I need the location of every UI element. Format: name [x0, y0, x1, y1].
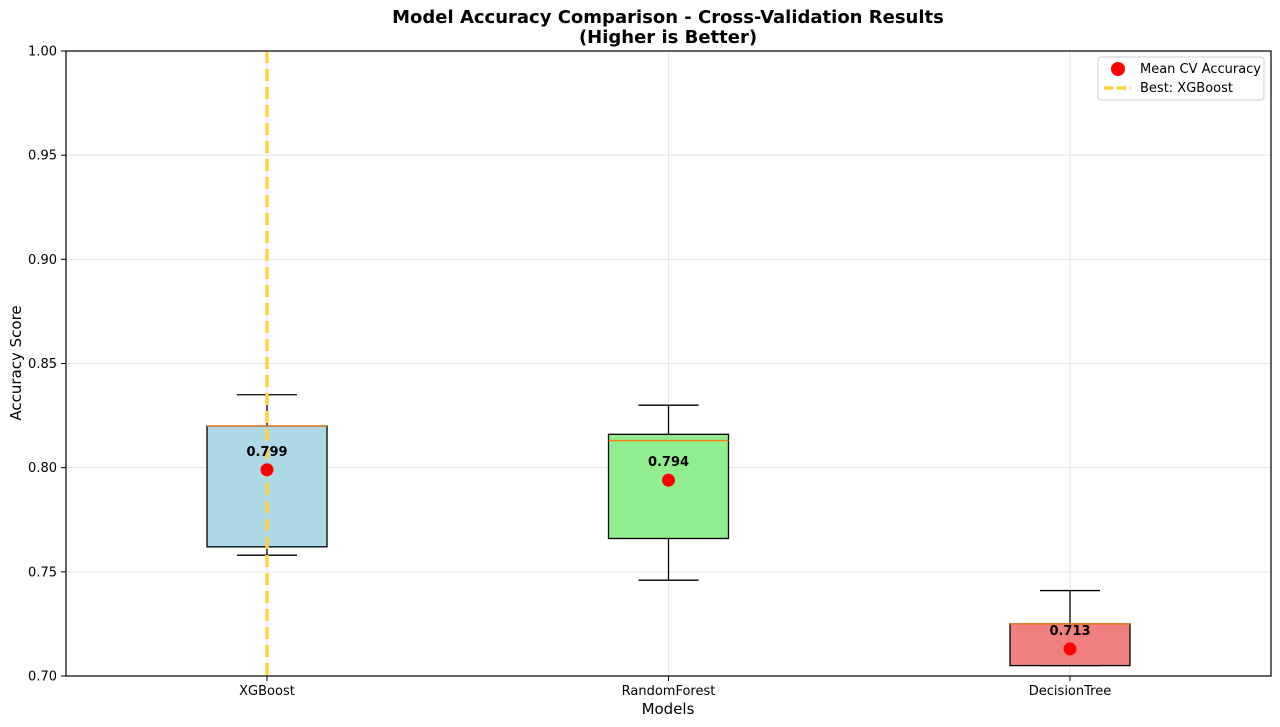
- y-axis-label: Accuracy Score: [7, 305, 25, 420]
- chart-title: Model Accuracy Comparison - Cross-Valida…: [392, 7, 944, 28]
- x-tick-labels: XGBoost RandomForest DecisionTree: [239, 676, 1111, 699]
- y-tick-label: 0.90: [28, 253, 57, 268]
- y-tick-label: 0.85: [28, 357, 57, 372]
- y-tick-label: 0.95: [28, 149, 57, 164]
- mean-marker: [662, 473, 675, 487]
- y-tick-label: 1.00: [28, 45, 57, 60]
- box-randomforest: [607, 404, 730, 581]
- box-layer: 0.799 0.794 0.713: [206, 51, 1131, 676]
- x-tick-label: DecisionTree: [1029, 684, 1111, 699]
- y-tick-label: 0.75: [28, 565, 57, 580]
- x-tick-label: XGBoost: [239, 684, 295, 699]
- plot-area-frame: [65, 50, 1272, 677]
- mean-marker: [1063, 642, 1077, 656]
- mean-value-label: 0.713: [1049, 624, 1090, 639]
- grid-lines: [66, 50, 1271, 677]
- mean-value-label: 0.799: [246, 445, 287, 460]
- legend: Mean CV Accuracy Best: XGBoost: [1097, 56, 1265, 101]
- legend-mean-marker: [1111, 62, 1125, 76]
- legend-label-best: Best: XGBoost: [1140, 81, 1233, 96]
- legend-box: [1097, 56, 1265, 101]
- mean-marker: [260, 463, 274, 477]
- legend-label-mean: Mean CV Accuracy: [1140, 62, 1261, 77]
- y-tick-label: 0.80: [28, 461, 57, 476]
- x-axis-label: Models: [642, 700, 695, 718]
- x-tick-label: RandomForest: [622, 684, 716, 699]
- chart-subtitle: (Higher is Better): [579, 27, 757, 48]
- mean-value-label: 0.794: [648, 455, 689, 470]
- y-tick-label: 0.70: [28, 670, 57, 685]
- y-tick-labels: 0.70 0.75 0.80 0.85 0.90 0.95 1.00: [28, 45, 66, 685]
